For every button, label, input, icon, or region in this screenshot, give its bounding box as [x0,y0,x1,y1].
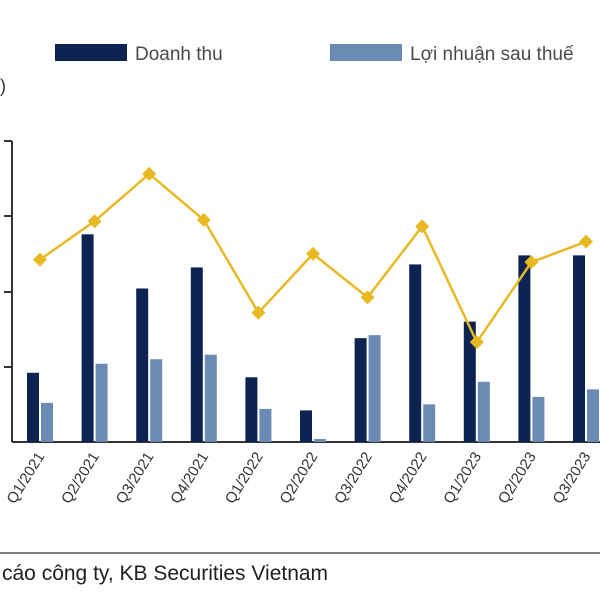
bar-revenue [81,234,94,442]
x-tick-label: Q4/2021 [167,449,212,507]
x-tick-label: Q2/2023 [495,449,540,507]
bar-profit [204,354,217,442]
line-point [251,305,266,320]
source-note: cáo công ty, KB Securities Vietnam [2,562,328,585]
legend-label-revenue: Doanh thu [135,44,223,65]
x-tick-labels: Q1/2021 Q2/2021 Q3/2021 Q4/2021 Q1/2022 Q2/20… [3,449,594,507]
line-point [469,335,484,350]
bar-revenue [300,410,312,442]
bar-revenue [573,255,585,442]
line-point [360,290,375,305]
legend-label-profit: Lợi nhuận sau thuế [410,44,574,65]
bar-revenue [245,377,258,442]
line-point [524,255,539,270]
plot-area [27,166,599,442]
x-tick-label: Q4/2022 [386,449,431,507]
x-tick-label: Q1/2021 [3,449,48,507]
bar-profit [587,389,599,442]
line-point [196,212,211,227]
bar-revenue [518,255,531,442]
bar-revenue [190,267,203,442]
x-tick-label: Q1/2022 [222,449,267,507]
legend-swatch-revenue [55,44,127,61]
bar-revenue [354,338,367,442]
x-tick-label: Q3/2022 [331,449,376,507]
x-tick-label: Q2/2021 [58,449,103,507]
bar-profit [259,408,272,442]
bar-profit [368,335,381,442]
bar-profit [423,404,436,442]
line-point [33,252,47,267]
bar-revenue [463,321,476,442]
bar-profit [477,381,490,442]
legend: Doanh thu Lợi nhuận sau thuế [55,44,574,65]
bar-revenue [136,288,149,442]
bar-revenue [409,264,422,442]
x-tick-label: Q3/2023 [549,449,594,507]
legend-swatch-profit [330,44,402,61]
line-point [142,166,157,181]
line-point [306,246,320,261]
bar-revenue [27,372,39,442]
y-axis-unit-label: ) [0,76,6,96]
bar-profit [150,359,163,442]
bar-profit [532,396,545,442]
bar-profit [314,438,326,442]
bar-profit [95,363,108,442]
line-point [579,234,593,249]
x-tick-label: Q1/2023 [440,449,485,507]
line-point [87,214,102,229]
x-tick-label: Q3/2021 [113,449,158,507]
line-point [415,219,430,234]
x-tick-label: Q2/2022 [276,449,321,507]
bar-profit [41,402,53,442]
